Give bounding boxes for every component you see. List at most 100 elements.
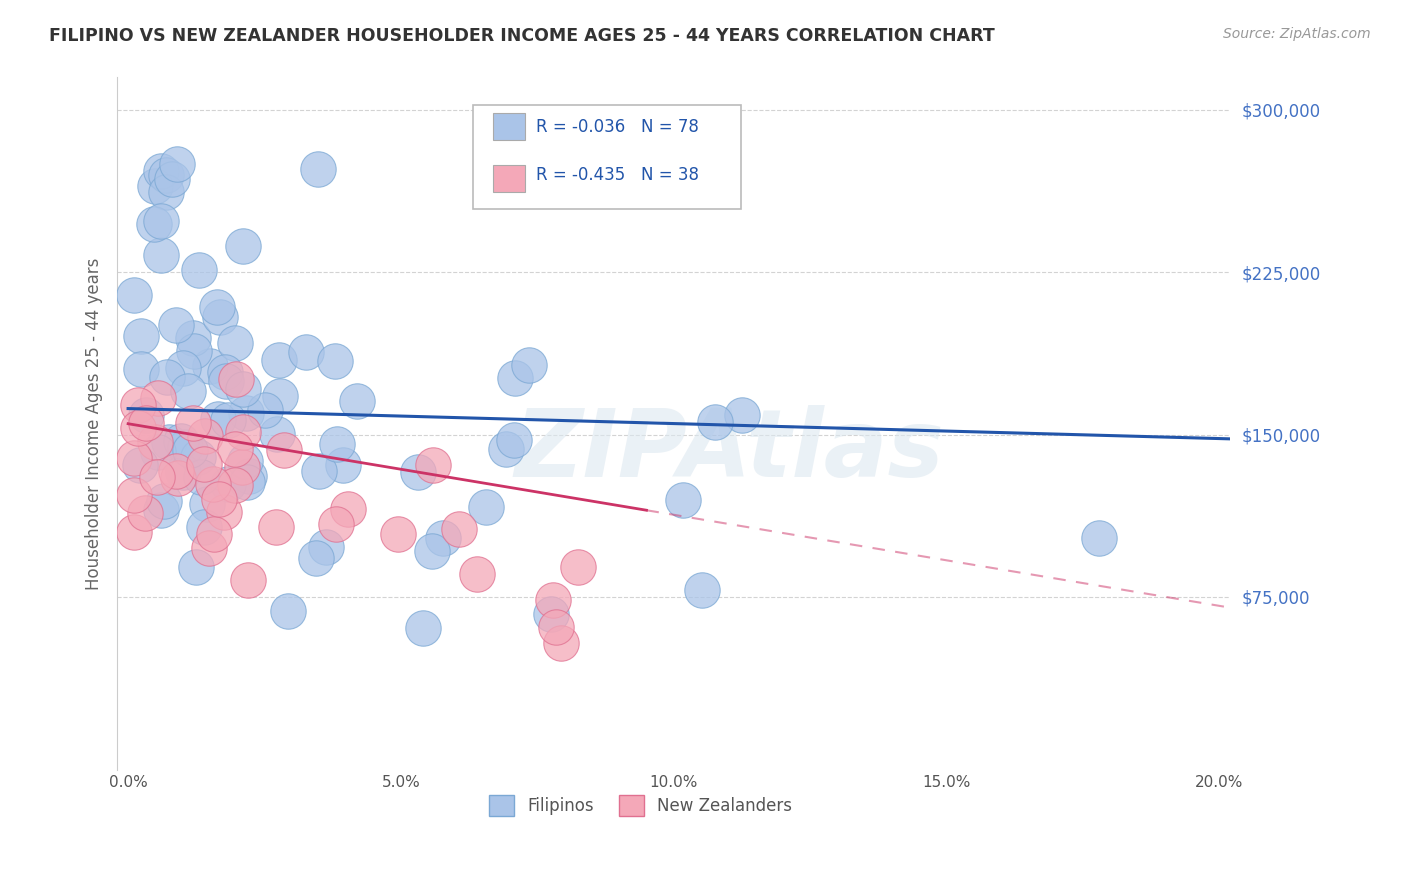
Point (406, 465, 429, 479)
Point (238, 468, 260, 483)
Point (236, 475, 259, 489)
Point (195, 497, 218, 511)
Point (264, 520, 287, 534)
Point (197, 541, 219, 555)
Point (148, 391, 170, 405)
Point (503, 371, 526, 385)
Point (179, 442, 201, 457)
Point (193, 457, 215, 471)
Point (232, 239, 254, 253)
Point (172, 465, 194, 479)
Point (208, 491, 231, 506)
Point (294, 345, 316, 359)
Point (165, 318, 187, 333)
Point (412, 621, 434, 635)
Point (165, 464, 187, 478)
Point (127, 421, 149, 435)
Point (122, 287, 145, 301)
Point (135, 416, 157, 430)
Point (155, 185, 177, 199)
Point (232, 425, 254, 439)
Point (269, 389, 291, 403)
Point (187, 450, 209, 464)
Point (150, 248, 173, 262)
Point (447, 522, 470, 536)
Point (671, 493, 693, 508)
Point (704, 416, 727, 430)
Point (173, 440, 195, 454)
Legend: Filipinos, New Zealanders: Filipinos, New Zealanders (481, 787, 800, 824)
Point (202, 476, 225, 491)
FancyBboxPatch shape (474, 105, 741, 209)
Point (224, 442, 246, 456)
Point (212, 505, 235, 519)
Point (177, 384, 200, 398)
Point (160, 172, 183, 186)
Point (225, 372, 247, 386)
Point (184, 559, 207, 574)
Point (502, 433, 524, 447)
Text: FILIPINO VS NEW ZEALANDER HOUSEHOLDER INCOME AGES 25 - 44 YEARS CORRELATION CHAR: FILIPINO VS NEW ZEALANDER HOUSEHOLDER IN… (49, 27, 995, 45)
Point (166, 471, 188, 485)
Point (467, 567, 489, 582)
Point (224, 478, 246, 492)
Point (146, 445, 169, 459)
Point (198, 359, 221, 373)
Point (215, 374, 238, 388)
Point (183, 344, 205, 359)
Point (550, 636, 572, 650)
Point (540, 607, 562, 621)
Point (122, 450, 145, 465)
Point (420, 544, 443, 558)
Point (387, 527, 409, 541)
Point (207, 412, 229, 426)
Point (224, 335, 246, 350)
Point (134, 507, 156, 521)
Y-axis label: Householder Income Ages 25 - 44 years: Householder Income Ages 25 - 44 years (86, 258, 103, 590)
Point (172, 360, 194, 375)
Point (122, 488, 145, 502)
Point (731, 408, 754, 422)
Point (204, 526, 226, 541)
Point (149, 163, 172, 178)
Point (517, 359, 540, 373)
Point (323, 354, 346, 368)
Point (273, 442, 295, 457)
Point (166, 157, 188, 171)
Point (495, 442, 517, 456)
Point (692, 582, 714, 597)
Point (145, 178, 167, 193)
Point (122, 524, 145, 539)
Point (127, 398, 149, 412)
Point (475, 500, 498, 515)
Point (1088, 532, 1111, 546)
Point (217, 477, 239, 491)
Point (308, 464, 330, 478)
Point (546, 620, 568, 634)
Point (157, 435, 180, 450)
FancyBboxPatch shape (494, 165, 524, 192)
Point (149, 213, 172, 227)
Point (336, 501, 359, 516)
Point (567, 560, 589, 574)
Point (181, 417, 204, 431)
Point (305, 551, 328, 566)
Point (346, 393, 368, 408)
FancyBboxPatch shape (494, 113, 524, 140)
Point (266, 426, 288, 441)
Point (422, 458, 444, 472)
Point (170, 434, 193, 449)
Text: Source: ZipAtlas.com: Source: ZipAtlas.com (1223, 27, 1371, 41)
Point (231, 459, 253, 474)
Point (232, 382, 254, 396)
Point (155, 370, 177, 384)
Point (332, 458, 354, 473)
Point (267, 353, 290, 368)
Point (307, 162, 329, 177)
Point (325, 516, 347, 531)
Point (194, 429, 217, 443)
Point (135, 409, 157, 423)
Point (233, 454, 256, 468)
Point (153, 494, 176, 508)
Text: R = -0.435   N = 38: R = -0.435 N = 38 (536, 166, 699, 184)
